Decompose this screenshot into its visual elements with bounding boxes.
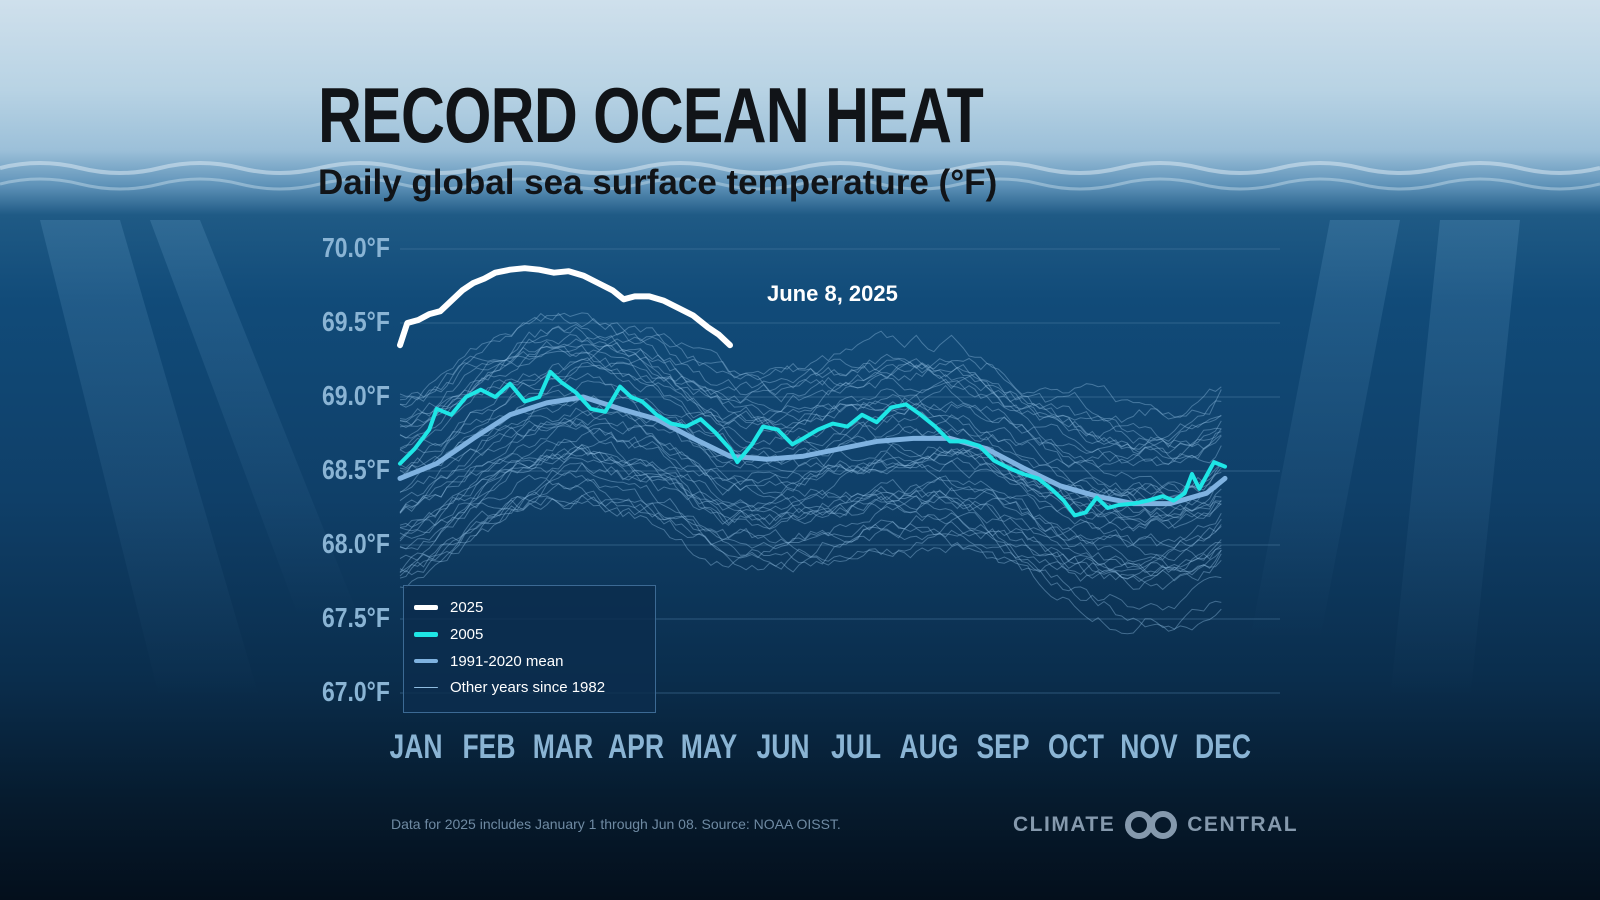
legend-item-2005: 2005	[414, 623, 483, 645]
y-tick-label: 68.5°F	[322, 454, 390, 485]
x-tick-label: DEC	[1194, 728, 1251, 766]
other-year-line	[399, 498, 1222, 635]
other-year-line	[399, 323, 1222, 423]
legend: 2025 2005 1991-2020 mean Other years sin…	[403, 585, 656, 713]
x-tick-label: JUN	[756, 728, 810, 766]
other-year-line	[399, 483, 1222, 591]
source-note: Data for 2025 includes January 1 through…	[391, 816, 841, 832]
other-year-line	[399, 491, 1222, 611]
other-year-line	[399, 444, 1222, 577]
y-tick-label: 68.0°F	[322, 528, 390, 559]
legend-swatch-2025	[414, 604, 438, 610]
line-2025	[397, 265, 733, 349]
other-year-line	[399, 454, 1222, 580]
x-tick-label: JAN	[389, 728, 443, 766]
legend-item-other: Other years since 1982	[414, 676, 605, 698]
other-year-line	[399, 345, 1222, 468]
other-year-line	[399, 448, 1222, 567]
x-tick-label: SEP	[976, 728, 1030, 766]
legend-label: 1991-2020 mean	[450, 652, 564, 670]
y-tick-label: 67.0°F	[322, 676, 390, 707]
x-tick-label: MAY	[681, 728, 738, 766]
other-year-line	[399, 443, 1222, 550]
legend-label: 2025	[450, 598, 484, 616]
legend-item-mean: 1991-2020 mean	[414, 650, 563, 672]
chart-subtitle: Daily global sea surface temperature (°F…	[318, 163, 998, 202]
line-2005-group	[398, 369, 1227, 518]
y-tick-label: 70.0°F	[322, 232, 390, 263]
other-year-line	[399, 335, 1222, 442]
other-year-line	[399, 312, 1222, 420]
x-tick-label: FEB	[462, 728, 516, 766]
y-tick-label: 67.5°F	[322, 602, 390, 633]
legend-label: Other years since 1982	[450, 678, 606, 696]
other-year-line	[399, 419, 1222, 531]
other-year-line	[399, 346, 1222, 455]
other-years-lines	[399, 312, 1222, 635]
chart-title: RECORD OCEAN HEAT	[318, 71, 984, 159]
logo-text-right: CENTRAL	[1187, 813, 1299, 836]
line-2025-group	[397, 265, 733, 349]
climate-central-logo: CLIMATE CENTRAL	[1013, 808, 1298, 842]
other-year-line	[399, 441, 1222, 573]
y-tick-label: 69.5°F	[322, 306, 390, 337]
other-year-line	[399, 361, 1222, 467]
legend-swatch-other	[414, 686, 438, 688]
other-year-line	[399, 326, 1222, 454]
other-year-line	[399, 462, 1222, 590]
other-year-line	[399, 405, 1222, 524]
logo-icon	[1125, 811, 1178, 839]
line-2005	[398, 369, 1227, 518]
mean-line	[397, 394, 1228, 507]
x-tick-label: AUG	[899, 728, 959, 766]
other-year-line	[399, 355, 1222, 451]
x-tick-label: OCT	[1048, 728, 1104, 766]
x-tick-label: JUL	[830, 728, 882, 766]
other-year-line	[399, 312, 1222, 450]
legend-swatch-mean	[414, 659, 438, 663]
other-year-line	[399, 472, 1222, 583]
other-year-line	[399, 490, 1222, 632]
other-year-line	[399, 411, 1222, 506]
other-year-line	[399, 333, 1222, 459]
legend-swatch-2005	[414, 631, 438, 637]
legend-label: 2005	[450, 625, 484, 643]
other-year-line	[399, 447, 1222, 575]
logo-text-left: CLIMATE	[1013, 813, 1116, 836]
x-tick-label: APR	[607, 728, 664, 766]
y-tick-label: 69.0°F	[322, 380, 390, 411]
legend-item-2025: 2025	[414, 596, 483, 618]
other-year-line	[399, 425, 1222, 524]
other-year-line	[399, 336, 1222, 449]
other-year-line	[399, 343, 1222, 498]
other-year-line	[399, 478, 1222, 573]
other-year-line	[399, 438, 1222, 549]
mean-line-group	[397, 394, 1228, 507]
other-year-line	[399, 364, 1222, 469]
annotation-label: June 8, 2025	[767, 281, 898, 306]
other-year-line	[399, 462, 1222, 556]
other-year-line	[399, 409, 1222, 516]
other-year-line	[399, 420, 1222, 517]
x-tick-label: NOV	[1120, 728, 1179, 766]
x-tick-label: MAR	[532, 728, 593, 766]
